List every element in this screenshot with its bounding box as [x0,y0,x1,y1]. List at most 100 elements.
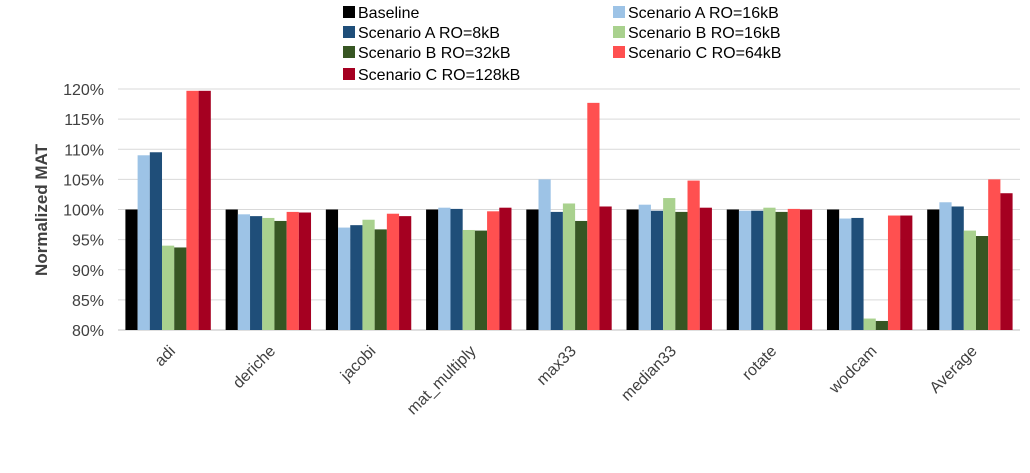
bar [338,227,351,330]
bar [298,212,312,330]
bar [125,209,138,330]
bar [939,202,952,330]
legend-label: Baseline [358,5,419,22]
bar [186,90,199,331]
y-tick-labels: 80% 85% 90% 95% 100% 105% 110% 115% 120% [63,82,104,340]
bar [927,209,940,330]
bar [587,102,600,330]
bar [787,208,800,330]
bars [125,90,1013,331]
bar [763,207,776,330]
y-tick-label: 85% [72,293,104,310]
legend-swatch [343,46,355,58]
legend-label: Scenario B RO=32kB [358,45,511,62]
x-tick-label: mat_multiply [404,343,480,419]
x-tick-label: rotate [739,343,780,384]
bar [839,218,852,330]
bar [675,211,688,330]
bar [875,320,888,330]
legend-label: Scenario A RO=16kB [628,5,779,22]
y-tick-label: 105% [63,172,104,189]
bar [738,210,752,330]
bar [526,209,539,330]
bar [499,207,512,330]
legend: Baseline Scenario A RO=16kB Scenario A RO=… [343,5,781,84]
x-tick-label: median33 [618,343,680,405]
bar [538,179,551,330]
bar [1000,193,1013,330]
y-tick-label: 95% [72,233,104,250]
bar [751,210,764,330]
bar [626,209,639,330]
bar [826,209,840,330]
bar [237,214,251,330]
y-tick-label: 120% [63,82,104,99]
bar [799,209,813,330]
bar [149,152,163,330]
bar [687,180,700,330]
legend-swatch [613,6,625,18]
bar [198,90,211,331]
bar [963,230,976,330]
bar [575,220,588,330]
legend-swatch [343,68,355,80]
bar [250,216,263,330]
bar [951,206,964,330]
bar [374,229,387,330]
y-tick-label: 115% [64,112,104,129]
x-tick-label: deriche [230,343,279,392]
bar [562,203,576,330]
x-tick-label: adi [152,343,179,370]
bar [137,155,150,330]
legend-swatch [343,26,355,38]
x-tick-label: wodcam [826,343,881,398]
x-tick-label: Average [927,343,981,397]
y-tick-label: 80% [72,323,104,340]
bar [426,209,439,330]
y-axis-label: Normalized MAT [32,143,51,276]
bar [474,230,488,330]
y-tick-label: 100% [63,203,104,220]
bar [863,318,876,330]
bar [550,211,563,330]
x-tick-labels: adi deriche jacobi mat_multiply max33 median3… [152,343,981,419]
bar [900,215,913,330]
legend-label: Scenario B RO=16kB [628,25,781,42]
bar [325,209,339,330]
bar [399,216,412,330]
bar [225,209,238,330]
bar [726,209,739,330]
bar [599,206,612,330]
bar [462,229,475,330]
legend-label: Scenario C RO=64kB [628,45,781,62]
bar [487,211,500,330]
bar [775,211,788,330]
bar [438,207,451,330]
legend-swatch [613,26,625,38]
bar [286,211,299,330]
bar [274,220,287,330]
legend-swatch [343,6,355,18]
bar [262,217,275,330]
bar [386,213,400,330]
bar [887,215,901,330]
bar [663,198,676,330]
bar [350,225,363,330]
y-tick-label: 110% [64,142,104,159]
x-tick-label: max33 [534,343,580,389]
bar [975,236,989,330]
bar [362,219,375,330]
bar [699,207,712,330]
legend-label: Scenario C RO=128kB [358,67,520,84]
bar [174,247,187,330]
legend-label: Scenario A RO=8kB [358,25,500,42]
x-tick-label: jacobi [337,343,379,385]
bar [162,245,175,330]
bar [450,208,463,330]
y-tick-label: 90% [72,263,104,280]
bar [650,210,664,330]
bar [988,179,1001,330]
bar [851,217,864,330]
legend-swatch [613,46,625,58]
